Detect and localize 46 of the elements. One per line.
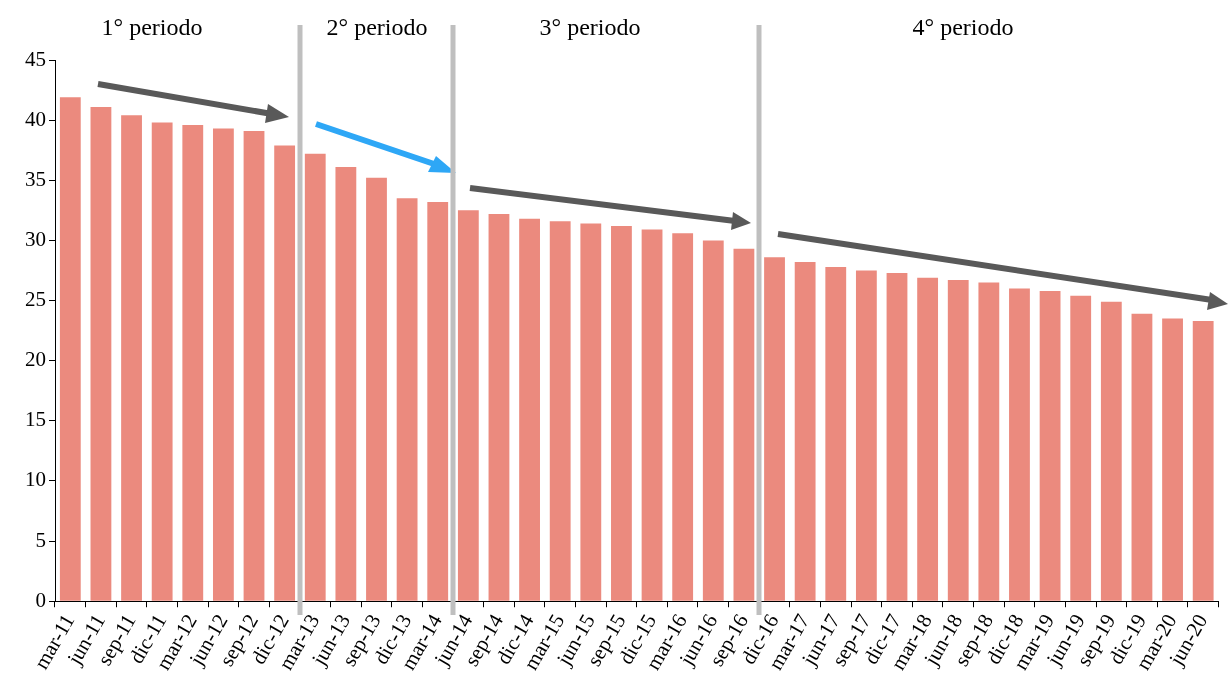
text: 4° periodo [912,14,1014,41]
text: 3° periodo [539,14,641,41]
bar [702,240,724,601]
y-tick-label: 10 [25,467,46,492]
y-tick-label: 15 [25,407,46,432]
text: 1° periodo [101,14,203,41]
bar [1070,295,1092,601]
bar [396,198,418,601]
bar [611,225,632,601]
bar [580,223,602,601]
bar [1131,313,1153,601]
bar [519,218,540,601]
bar [947,280,969,601]
y-tick-label: 30 [25,226,46,251]
bar [243,130,265,601]
bar [978,282,1000,601]
bar [90,106,112,601]
bar [151,122,173,601]
bar [121,115,142,601]
y-tick-label: 0 [35,587,46,612]
bar [335,167,357,601]
bar [886,272,908,601]
bar [182,124,204,601]
bar [855,270,877,601]
bar [1162,318,1183,601]
bar [672,233,694,601]
y-tick-label: 25 [25,287,46,312]
bar [1192,321,1214,601]
y-tick-label: 40 [25,106,46,131]
bar [825,266,847,601]
y-tick-label: 5 [35,527,46,552]
bar [212,128,234,601]
bar [641,229,663,601]
bar [1039,290,1061,601]
y-tick-label: 35 [25,166,46,191]
y-tick-label: 45 [25,46,46,71]
bar [794,262,816,601]
bar [488,213,510,601]
bar [549,221,571,601]
bar [1009,288,1030,601]
text: 2° periodo [326,14,428,41]
bar [917,277,939,601]
bar [366,177,387,601]
bar [59,97,81,601]
y-tick-label: 20 [25,347,46,372]
bar [1100,301,1122,601]
